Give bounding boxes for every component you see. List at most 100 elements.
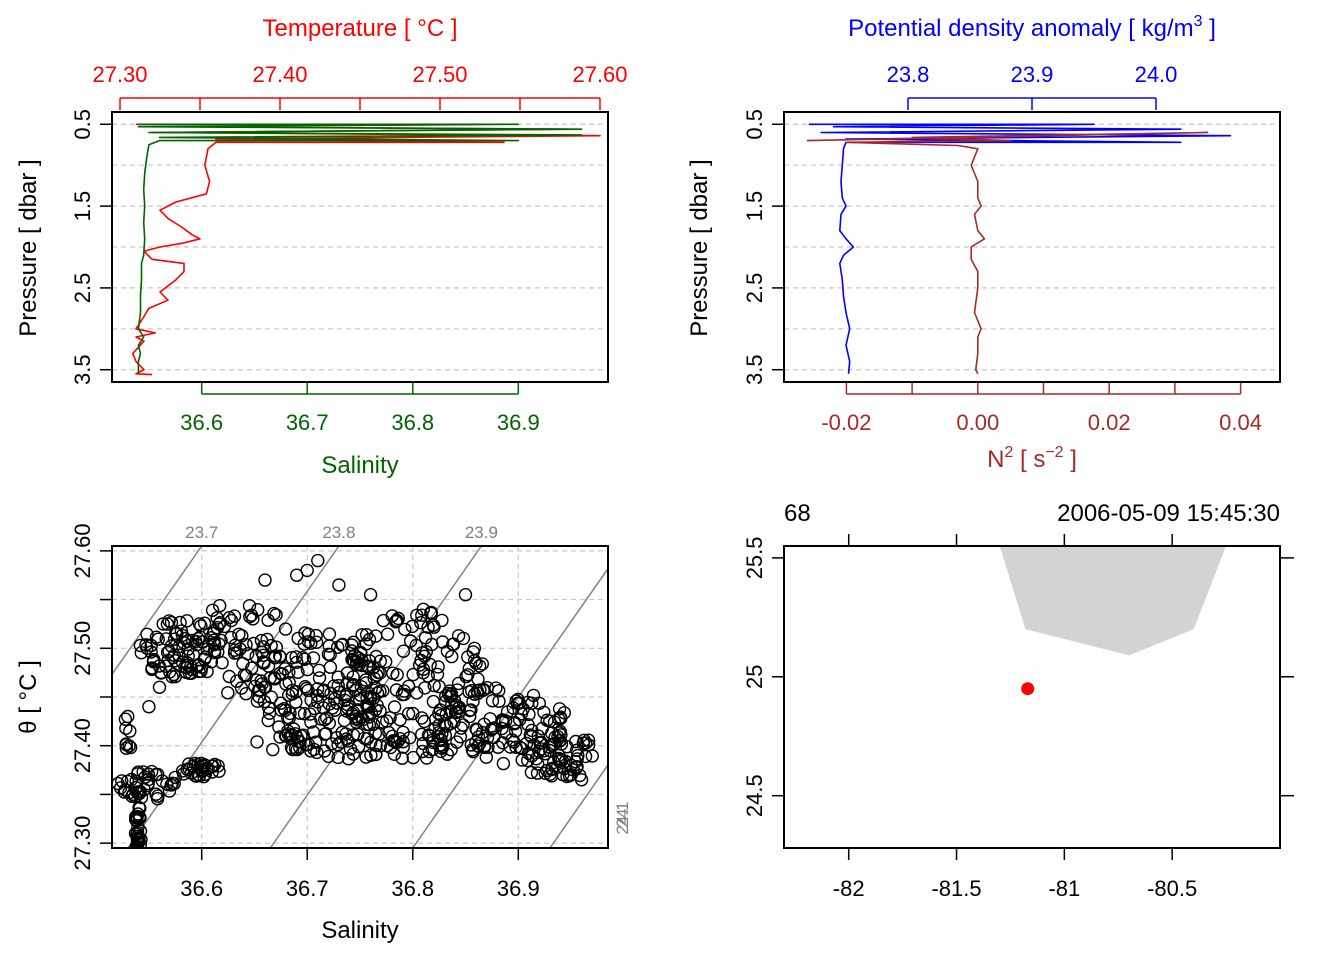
ts-point-706: [553, 752, 567, 766]
ts-point-560: [508, 724, 523, 738]
ts-point-98: [182, 762, 197, 776]
p4-frame: [783, 545, 1281, 849]
ts-point-536: [369, 629, 383, 643]
ts-point-59: [150, 792, 165, 806]
p4-xtick-label-3: -80.5: [1147, 876, 1197, 901]
ts-point-233: [234, 681, 249, 695]
ts-point-464: [379, 655, 393, 669]
ts-point-237: [215, 656, 229, 670]
ts-point-465: [359, 637, 374, 651]
p2-ytick-label-3: 3.5: [742, 354, 767, 385]
ts-point-569: [534, 735, 548, 749]
ts-point-799: [458, 588, 473, 602]
ts-point-383: [325, 701, 340, 715]
ts-point-496: [386, 666, 400, 680]
map-station-marker-group: [1021, 682, 1035, 696]
ts-point-55: [144, 764, 159, 779]
ts-point-241: [193, 630, 207, 644]
ts-point-710: [465, 743, 480, 757]
ts-point-777: [369, 747, 383, 762]
ts-point-797: [574, 773, 589, 787]
ts-point-494: [366, 717, 381, 731]
ts-point-518: [349, 655, 364, 669]
ts-point-470: [427, 678, 441, 693]
ts-point-255: [194, 619, 208, 633]
ts-point-649: [500, 705, 515, 719]
ts-point-380: [253, 683, 267, 697]
ts-point-510: [444, 687, 459, 701]
ts-point-545: [348, 648, 362, 663]
ts-point-657: [465, 684, 479, 698]
ts-point-62: [141, 767, 156, 781]
ts-point-613: [511, 692, 525, 707]
ts-point-390: [282, 675, 296, 690]
ts-point-57: [160, 777, 174, 791]
ts-point-539: [445, 697, 459, 711]
ts-point-511: [472, 659, 487, 673]
p2-bottom-tick-label-0: -0.02: [821, 410, 871, 435]
ts-point-689: [521, 746, 536, 760]
p3-isopycnal-label-1: 23.8: [322, 523, 355, 542]
ts-point-47: [164, 778, 178, 792]
density-n2-profile-panel: Potential density anomaly [ kg/m3 ] N2 […: [686, 13, 1281, 473]
ts-point-257: [204, 631, 218, 645]
ts-point-546: [389, 615, 403, 629]
p4-xtick-label-0: -82: [833, 876, 865, 901]
ts-point-624: [553, 710, 568, 724]
ts-point-784: [250, 735, 264, 749]
ts-point-483: [373, 704, 387, 718]
ts-point-733: [395, 751, 409, 765]
p1-ytick-label-3: 3.5: [70, 354, 95, 385]
ts-point-394: [261, 659, 276, 673]
ts-point-572: [489, 681, 503, 695]
ts-point-769: [364, 735, 378, 749]
p2-frame: [783, 111, 1281, 383]
ts-point-728: [317, 744, 332, 758]
ts-point-787: [396, 735, 410, 749]
ts-point-42: [162, 784, 177, 798]
p1-frame: [111, 111, 609, 383]
ts-point-482: [346, 635, 361, 649]
ts-point-149: [149, 630, 164, 644]
ts-point-501: [353, 688, 368, 702]
ts-point-707: [530, 766, 545, 780]
p3-axes: 36.6 36.7 36.8 36.9 27.30 27.40 27.50 27.60: [70, 523, 540, 901]
ts-point-767: [318, 727, 332, 741]
ts-point-28: [128, 810, 143, 824]
ts-point-756: [325, 737, 339, 751]
ts-point-540: [390, 613, 404, 628]
ts-point-230: [243, 610, 257, 624]
p3-xtick-label-2: 36.8: [391, 876, 434, 901]
ts-point-27: [130, 811, 144, 825]
ts-point-794: [152, 680, 167, 694]
ts-point-648: [515, 741, 529, 756]
ts-point-696: [538, 766, 552, 780]
ts-point-248: [233, 642, 247, 656]
p4-axes: -82 -81.5 -81 -80.5 24.5 25 25.5: [742, 534, 1294, 901]
p4-ytick-label-0: 24.5: [742, 774, 767, 817]
ts-point-337: [304, 715, 318, 729]
ts-point-493: [359, 676, 373, 690]
ts-point-105: [122, 739, 136, 753]
ts-point-694: [577, 733, 591, 747]
p2-xlabel: N2 [ s−2 ]: [987, 444, 1077, 473]
ts-point-645: [499, 714, 513, 728]
p3-xtick-label-3: 36.9: [497, 876, 540, 901]
ts-point-431: [396, 644, 411, 658]
ts-point-791: [332, 578, 346, 592]
p2-series-n2: [806, 131, 1209, 375]
ts-point-126: [156, 617, 170, 631]
ts-point-780: [307, 742, 321, 757]
ts-point-199: [186, 648, 201, 662]
ts-point-412: [451, 676, 466, 691]
ts-point-796: [121, 709, 135, 724]
p4-ytick-label-2: 25.5: [742, 536, 767, 579]
p4-ytick-label-1: 25: [742, 665, 767, 689]
ts-point-234: [221, 686, 235, 700]
ts-point-490: [370, 668, 384, 682]
ts-point-392: [327, 679, 341, 693]
ts-point-528: [345, 707, 359, 721]
ts-point-427: [402, 679, 416, 693]
p3-isopycnal-label-2: 23.9: [465, 523, 498, 542]
